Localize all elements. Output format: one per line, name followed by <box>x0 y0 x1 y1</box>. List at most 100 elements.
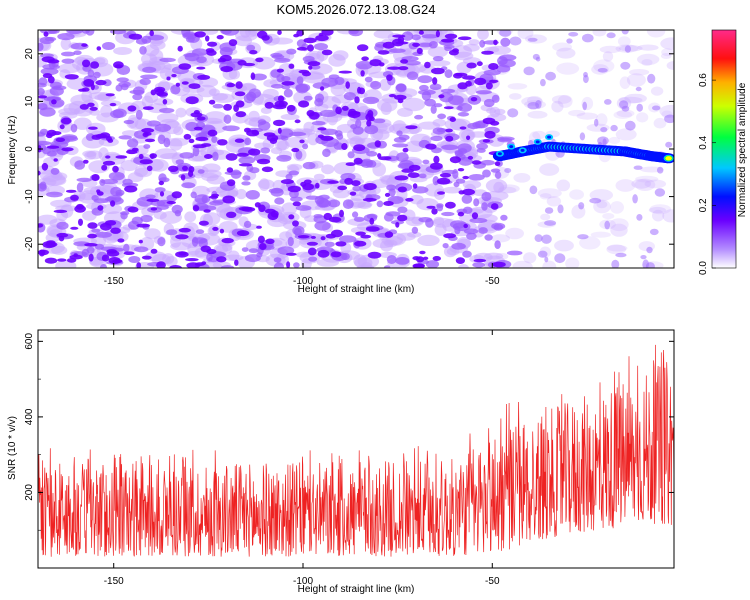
heatmap-core-blob <box>127 206 139 213</box>
heatmap-core-blob <box>203 209 211 213</box>
heatmap-core-blob <box>89 106 98 111</box>
heatmap-core-blob <box>341 105 349 111</box>
heatmap-y-label: Frequency (Hz) <box>7 116 18 185</box>
heatmap-sparse-blob <box>499 30 512 37</box>
heatmap-core-blob <box>108 257 121 265</box>
heatmap-y-tick-label: 10 <box>24 95 35 107</box>
heatmap-mid-blob <box>56 221 69 230</box>
heatmap-core-blob <box>53 158 58 162</box>
heatmap-mid-blob <box>406 71 419 80</box>
heatmap-core-blob <box>195 136 209 142</box>
heatmap-core-blob <box>418 30 424 35</box>
heatmap-core-blob <box>266 134 279 142</box>
heatmap-core-blob <box>105 155 111 159</box>
heatmap-mid-blob <box>128 256 141 263</box>
heatmap-core-blob <box>139 159 153 165</box>
heatmap-core-blob <box>144 132 152 136</box>
heatmap-core-blob <box>250 72 256 80</box>
heatmap-core-blob <box>150 89 157 96</box>
heatmap-core-blob <box>280 179 294 185</box>
heatmap-mid-blob <box>147 34 165 41</box>
heatmap-mid-blob <box>455 178 466 184</box>
heatmap-haze-blob <box>113 47 133 55</box>
heatmap-haze-blob <box>442 186 462 194</box>
heatmap-haze-blob <box>556 179 571 192</box>
heatmap-core-blob <box>449 156 461 164</box>
heatmap-mid-blob <box>376 200 384 208</box>
heatmap-mid-blob <box>418 173 427 179</box>
heatmap-haze-blob <box>546 196 562 207</box>
heatmap-core-blob <box>339 209 344 218</box>
heatmap-ridge-spot-core <box>509 145 514 149</box>
heatmap-mid-blob <box>100 264 107 268</box>
heatmap-core-blob <box>481 50 494 55</box>
heatmap-core-blob <box>123 251 135 255</box>
heatmap-sparse-blob <box>625 120 636 131</box>
heatmap-core-blob <box>360 70 365 77</box>
heatmap-core-blob <box>110 227 121 234</box>
heatmap-haze-blob <box>332 50 349 61</box>
heatmap-mid-blob <box>246 44 256 52</box>
heatmap-core-blob <box>482 139 491 143</box>
heatmap-haze-blob <box>156 112 179 123</box>
heatmap-core-blob <box>291 147 300 153</box>
heatmap-sparse-blob <box>632 194 638 204</box>
heatmap-haze-blob <box>629 69 650 76</box>
colorbar-tick-label: 0.6 <box>698 73 709 87</box>
heatmap-mid-blob <box>190 191 197 199</box>
heatmap-core-blob <box>285 252 297 256</box>
heatmap-sparse-blob <box>582 33 594 43</box>
heatmap-sparse-blob <box>636 214 643 221</box>
heatmap-mid-blob <box>179 152 195 159</box>
heatmap-mid-blob <box>436 204 444 212</box>
heatmap-mid-blob <box>411 226 419 234</box>
heatmap-mid-blob <box>425 260 440 268</box>
heatmap-core-blob <box>166 200 176 205</box>
heatmap-core-blob <box>424 61 431 69</box>
heatmap-core-blob <box>117 238 125 243</box>
heatmap-mid-blob <box>246 91 257 102</box>
heatmap-haze-blob <box>235 188 247 200</box>
heatmap-core-blob <box>141 255 152 260</box>
heatmap-core-blob <box>257 235 265 244</box>
heatmap-mid-blob <box>442 243 449 249</box>
heatmap-sparse-blob <box>657 166 664 174</box>
heatmap-core-blob <box>433 155 440 164</box>
heatmap-core-blob <box>437 191 445 195</box>
heatmap-core-blob <box>256 225 262 229</box>
heatmap-haze-blob <box>402 97 426 112</box>
heatmap-core-blob <box>175 251 189 258</box>
heatmap-core-blob <box>431 208 438 215</box>
heatmap-core-blob <box>109 102 117 107</box>
heatmap-sparse-blob <box>577 234 589 240</box>
heatmap-core-blob <box>57 258 67 262</box>
heatmap-core-blob <box>38 170 41 176</box>
heatmap-core-blob <box>325 233 337 239</box>
heatmap-core-blob <box>216 256 227 263</box>
heatmap-mid-blob <box>328 74 340 80</box>
heatmap-core-blob <box>493 39 498 46</box>
heatmap-mid-blob <box>85 133 95 142</box>
heatmap-core-blob <box>287 185 301 193</box>
heatmap-haze-blob <box>262 88 279 99</box>
heatmap-sparse-blob <box>568 32 579 37</box>
heatmap-core-blob <box>100 222 112 231</box>
heatmap-core-blob <box>335 241 347 247</box>
heatmap-haze-blob <box>634 178 656 191</box>
heatmap-sparse-blob <box>665 141 673 148</box>
heatmap-haze-blob <box>260 107 272 114</box>
heatmap-core-blob <box>426 205 436 209</box>
heatmap-haze-blob <box>280 113 300 120</box>
heatmap-mid-blob <box>303 95 313 101</box>
heatmap-y-ticks: -20 -10 0 10 20 <box>24 48 674 251</box>
heatmap-mid-blob <box>85 30 95 36</box>
heatmap-sparse-blob <box>534 234 543 243</box>
heatmap-haze-blob <box>254 142 271 149</box>
heatmap-core-blob <box>91 174 100 181</box>
heatmap-core-blob <box>261 166 274 173</box>
heatmap-haze-blob <box>505 227 524 240</box>
heatmap-core-blob <box>457 168 465 172</box>
heatmap-core-blob <box>286 261 291 268</box>
heatmap-x-tick-label: -50 <box>485 276 500 287</box>
heatmap-core-blob <box>221 237 234 244</box>
